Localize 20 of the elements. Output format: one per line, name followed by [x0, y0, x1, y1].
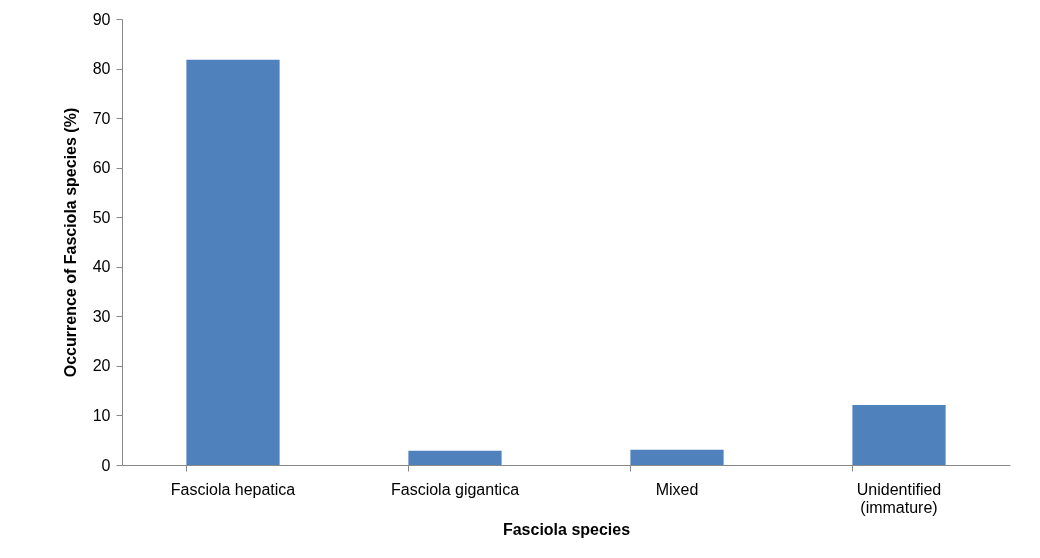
bar — [852, 405, 946, 465]
y-tick-label: 80 — [92, 60, 111, 78]
y-tick-label: 10 — [92, 406, 111, 424]
bar — [408, 450, 502, 465]
bar — [186, 59, 280, 465]
y-tick-label: 0 — [101, 456, 111, 474]
x-tick-label: Unidentified (immature) — [856, 480, 942, 516]
y-tick-label: 40 — [92, 258, 111, 276]
y-tick-label: 70 — [92, 109, 111, 127]
x-axis-title: Fasciola species — [502, 520, 631, 538]
y-tick-label: 30 — [92, 307, 111, 325]
y-axis-title: Occurrence of Fasciola species (%) — [61, 107, 79, 378]
x-tick-label: Fasciola gigantica — [390, 480, 520, 498]
x-tick-label: Mixed — [655, 480, 699, 498]
x-tick-label: Fasciola hepatica — [170, 480, 296, 498]
y-tick-label: 20 — [92, 357, 111, 375]
y-tick-label: 60 — [92, 159, 111, 177]
y-tick-label: 50 — [92, 208, 111, 226]
bar — [630, 449, 724, 465]
y-tick-label: 90 — [92, 10, 111, 28]
